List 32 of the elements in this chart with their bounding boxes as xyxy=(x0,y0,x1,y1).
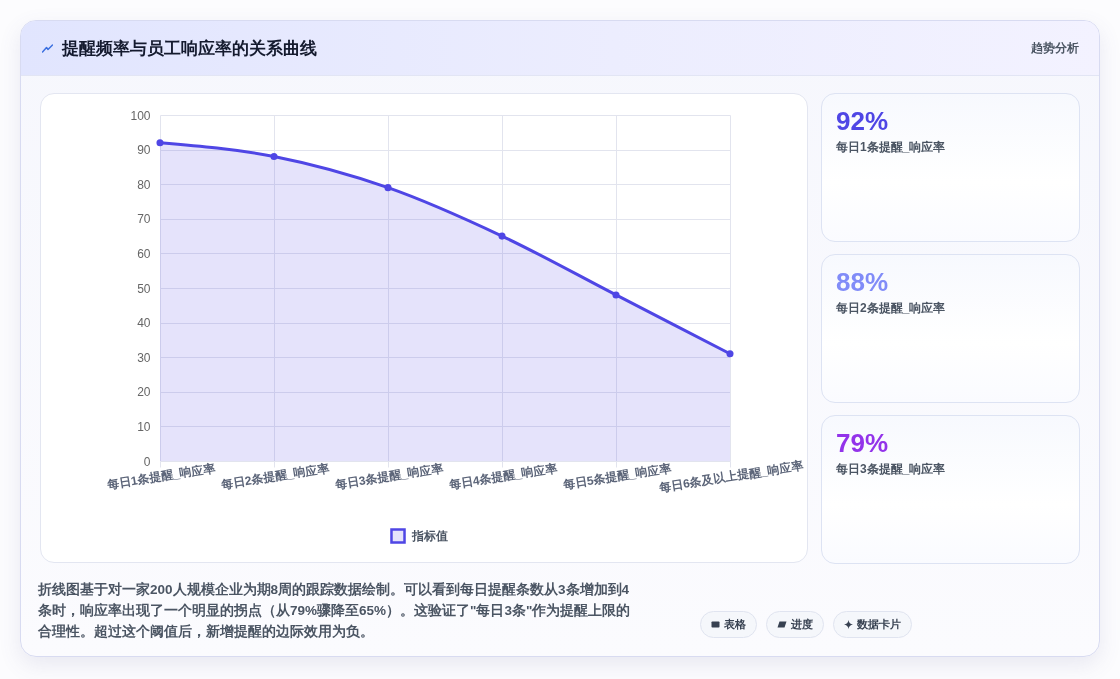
text: 趋势分析 xyxy=(1031,40,1079,56)
text: 每日2条提醒_响应率 xyxy=(836,300,947,317)
y-tick-label: 80 xyxy=(137,177,151,192)
point xyxy=(612,291,620,299)
text: 79% xyxy=(836,428,890,458)
point xyxy=(270,152,278,161)
text: 每日1条提醒_响应率 xyxy=(836,139,947,156)
point xyxy=(726,350,734,358)
text: 92% xyxy=(836,106,890,136)
x-tick-label: 每日3条提醒_响应率 xyxy=(333,460,445,493)
x-tick-label: 每日2条提醒_响应率 xyxy=(219,460,331,493)
legend-label: 指标值 xyxy=(411,529,448,543)
y-tick-label: 60 xyxy=(137,246,151,261)
point xyxy=(384,184,392,192)
y-tick-label: 90 xyxy=(137,143,151,158)
y-tick-label: 70 xyxy=(137,212,151,227)
y-tick-label: 100 xyxy=(130,108,151,123)
y-tick-label: 50 xyxy=(137,281,151,296)
point xyxy=(156,139,164,147)
chart-title: 提醒频率与员工响应率的关系曲线 xyxy=(62,38,317,60)
view-button[interactable]: 进度 xyxy=(766,611,824,638)
y-tick-label: 40 xyxy=(137,316,151,331)
y-tick-label: 0 xyxy=(143,454,151,469)
text: 折线图基于对一家200人规模企业为期8周的跟踪数据绘制。可以看到每日提醒条数从3条增加到4条时，响应率出现了一个明显的拐点（从79%骤降至65%）。这验证了"每日3条"作为提醒上限的合理性。超过这个阈值后，新增提醒的边际效用为负。 xyxy=(38,581,632,641)
y-tick-label: 10 xyxy=(137,419,151,434)
view-button[interactable]: 表格 xyxy=(700,611,757,638)
x-tick-label: 每日4条提醒_响应率 xyxy=(447,460,559,493)
view-button[interactable]: 数据卡片 xyxy=(833,611,912,638)
y-tick-label: 30 xyxy=(137,350,151,365)
point xyxy=(498,232,506,240)
y-tick-label: 20 xyxy=(137,385,151,400)
text: 88% xyxy=(836,267,890,297)
